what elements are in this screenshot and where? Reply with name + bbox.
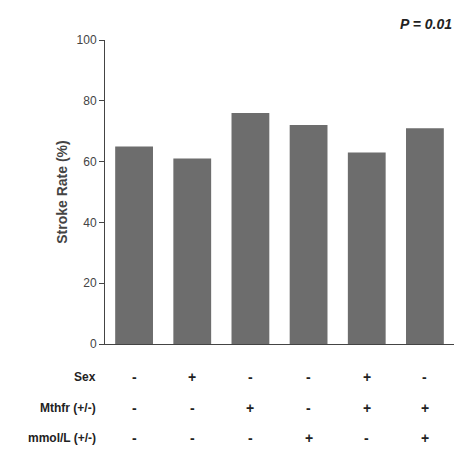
svg-text:+: +	[305, 430, 313, 446]
svg-text:P = 0.01: P = 0.01	[400, 16, 452, 32]
svg-text:0: 0	[90, 337, 97, 351]
svg-text:-: -	[132, 369, 137, 385]
svg-text:+: +	[363, 369, 371, 385]
svg-text:-: -	[190, 400, 195, 416]
svg-text:+: +	[421, 400, 429, 416]
svg-text:+: +	[188, 369, 196, 385]
svg-text:80: 80	[83, 94, 97, 108]
svg-text:20: 20	[83, 276, 97, 290]
svg-text:-: -	[422, 369, 427, 385]
svg-text:-: -	[248, 369, 253, 385]
svg-text:+: +	[421, 430, 429, 446]
svg-text:-: -	[132, 430, 137, 446]
svg-text:Sex: Sex	[74, 370, 96, 384]
svg-text:-: -	[132, 400, 137, 416]
svg-text:60: 60	[83, 155, 97, 169]
svg-text:+: +	[363, 400, 371, 416]
svg-text:Stroke Rate (%): Stroke Rate (%)	[54, 140, 70, 243]
svg-text:-: -	[306, 369, 311, 385]
svg-text:100: 100	[77, 33, 97, 47]
svg-text:40: 40	[83, 216, 97, 230]
svg-text:-: -	[306, 400, 311, 416]
svg-text:Mthfr (+/-): Mthfr (+/-)	[40, 401, 96, 415]
svg-text:-: -	[248, 430, 253, 446]
svg-text:mmol/L (+/-): mmol/L (+/-)	[28, 431, 96, 445]
svg-text:-: -	[364, 430, 369, 446]
svg-text:+: +	[246, 400, 254, 416]
svg-text:-: -	[190, 430, 195, 446]
